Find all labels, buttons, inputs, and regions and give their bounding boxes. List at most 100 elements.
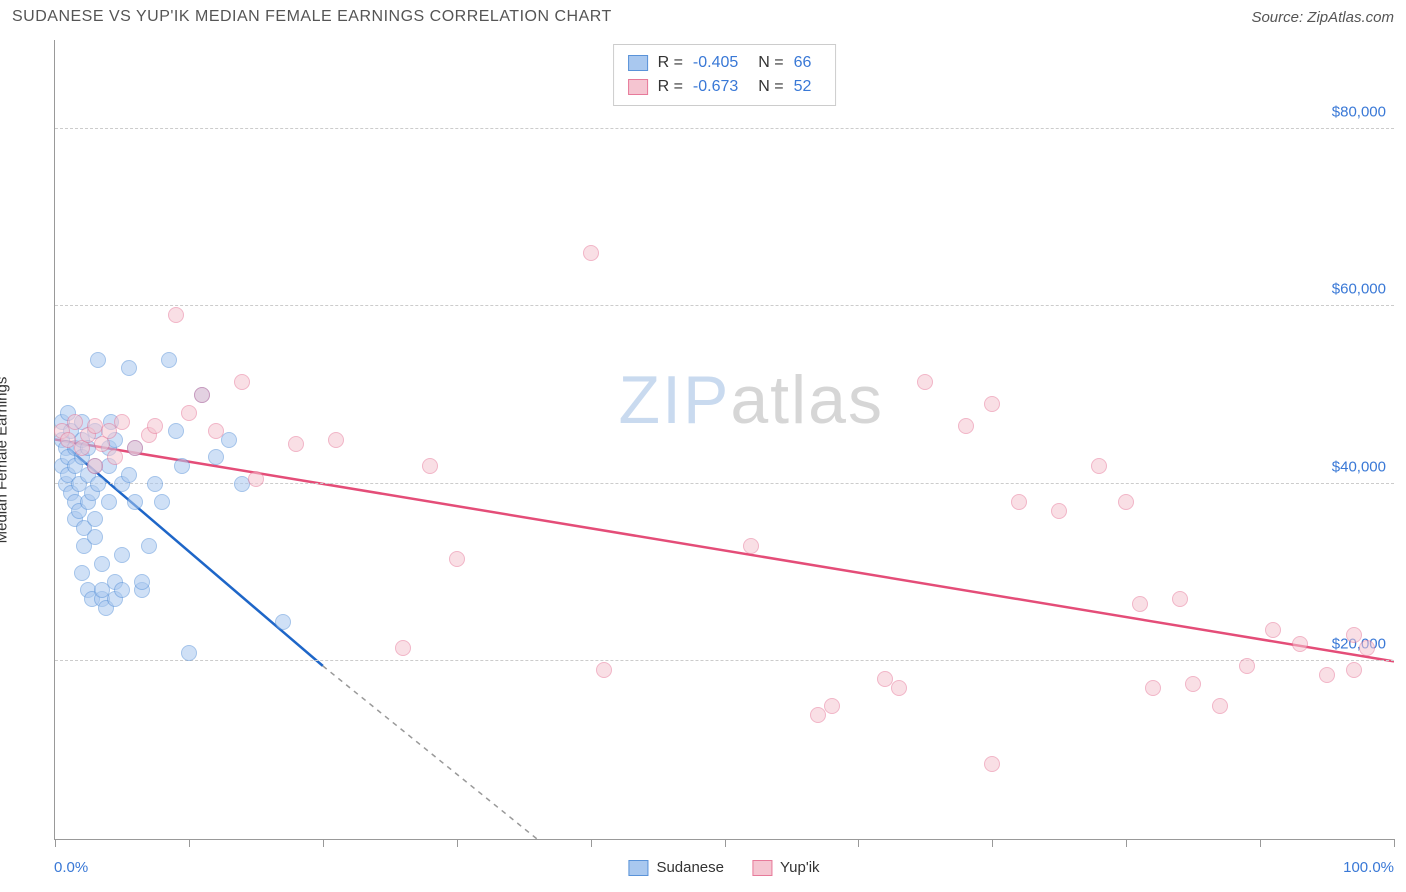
x-axis-max-label: 100.0% bbox=[1343, 859, 1394, 876]
data-point bbox=[984, 396, 1000, 412]
plot-region: ZIPatlas R =-0.405N =66R =-0.673N =52 $2… bbox=[54, 40, 1394, 840]
data-point bbox=[94, 556, 110, 572]
data-point bbox=[168, 423, 184, 439]
data-point bbox=[596, 662, 612, 678]
data-point bbox=[275, 614, 291, 630]
data-point bbox=[449, 551, 465, 567]
data-point bbox=[87, 458, 103, 474]
data-point bbox=[824, 698, 840, 714]
data-point bbox=[67, 414, 83, 430]
data-point bbox=[248, 471, 264, 487]
data-point bbox=[208, 423, 224, 439]
data-point bbox=[154, 494, 170, 510]
data-point bbox=[984, 756, 1000, 772]
correlation-legend-row: R = -0.405 N = 66 bbox=[628, 51, 822, 75]
data-point bbox=[1265, 622, 1281, 638]
data-point bbox=[891, 680, 907, 696]
y-tick-label: $40,000 bbox=[1332, 458, 1386, 475]
n-label: N = bbox=[758, 75, 783, 99]
legend-swatch bbox=[752, 860, 772, 876]
data-point bbox=[174, 458, 190, 474]
n-value: 66 bbox=[794, 51, 812, 75]
chart-source: Source: ZipAtlas.com bbox=[1251, 9, 1394, 26]
data-point bbox=[288, 436, 304, 452]
correlation-legend: R = -0.405 N = 66 R = -0.673 N = 52 bbox=[613, 44, 837, 106]
chart-title: SUDANESE VS YUP'IK MEDIAN FEMALE EARNING… bbox=[12, 8, 612, 26]
legend-swatch bbox=[628, 79, 648, 95]
data-point bbox=[1172, 591, 1188, 607]
r-value: -0.673 bbox=[693, 75, 738, 99]
r-label: R = bbox=[658, 51, 683, 75]
series-legend: Sudanese Yup'ik bbox=[628, 859, 819, 876]
legend-item: Sudanese bbox=[628, 859, 724, 876]
n-value: 52 bbox=[794, 75, 812, 99]
gridline bbox=[55, 660, 1394, 661]
y-tick-label: $60,000 bbox=[1332, 281, 1386, 298]
data-point bbox=[87, 529, 103, 545]
chart-header: SUDANESE VS YUP'IK MEDIAN FEMALE EARNING… bbox=[0, 0, 1406, 30]
data-point bbox=[147, 476, 163, 492]
x-axis-min-label: 0.0% bbox=[54, 859, 88, 876]
watermark-part2: atlas bbox=[730, 362, 884, 438]
data-point bbox=[1185, 676, 1201, 692]
data-point bbox=[107, 449, 123, 465]
data-point bbox=[74, 565, 90, 581]
x-axis-row: 0.0% 100.0% Sudanese Yup'ik bbox=[54, 840, 1394, 880]
data-point bbox=[127, 494, 143, 510]
data-point bbox=[1011, 494, 1027, 510]
r-value: -0.405 bbox=[693, 51, 738, 75]
data-point bbox=[1118, 494, 1134, 510]
data-point bbox=[1145, 680, 1161, 696]
x-tick bbox=[1394, 839, 1395, 847]
correlation-legend-row: R = -0.673 N = 52 bbox=[628, 75, 822, 99]
data-point bbox=[328, 432, 344, 448]
data-point bbox=[194, 387, 210, 403]
trend-lines bbox=[55, 40, 1394, 839]
data-point bbox=[1346, 662, 1362, 678]
data-point bbox=[121, 467, 137, 483]
trend-line-extrapolated bbox=[323, 666, 537, 839]
legend-item: Yup'ik bbox=[752, 859, 820, 876]
data-point bbox=[1132, 596, 1148, 612]
legend-swatch bbox=[628, 55, 648, 71]
data-point bbox=[181, 405, 197, 421]
data-point bbox=[1239, 658, 1255, 674]
n-label: N = bbox=[758, 51, 783, 75]
y-tick-label: $80,000 bbox=[1332, 103, 1386, 120]
data-point bbox=[147, 418, 163, 434]
legend-label: Sudanese bbox=[656, 859, 724, 876]
data-point bbox=[134, 574, 150, 590]
data-point bbox=[114, 414, 130, 430]
data-point bbox=[1051, 503, 1067, 519]
data-point bbox=[234, 374, 250, 390]
data-point bbox=[1319, 667, 1335, 683]
data-point bbox=[141, 538, 157, 554]
legend-swatch bbox=[628, 860, 648, 876]
r-label: R = bbox=[658, 75, 683, 99]
data-point bbox=[127, 440, 143, 456]
data-point bbox=[1359, 640, 1375, 656]
data-point bbox=[168, 307, 184, 323]
data-point bbox=[1346, 627, 1362, 643]
data-point bbox=[221, 432, 237, 448]
gridline bbox=[55, 305, 1394, 306]
data-point bbox=[101, 494, 117, 510]
chart-area: Median Female Earnings ZIPatlas R =-0.40… bbox=[12, 40, 1394, 880]
data-point bbox=[422, 458, 438, 474]
data-point bbox=[1091, 458, 1107, 474]
data-point bbox=[583, 245, 599, 261]
data-point bbox=[208, 449, 224, 465]
data-point bbox=[90, 352, 106, 368]
data-point bbox=[90, 476, 106, 492]
data-point bbox=[917, 374, 933, 390]
data-point bbox=[87, 511, 103, 527]
data-point bbox=[1292, 636, 1308, 652]
y-axis-label: Median Female Earnings bbox=[0, 377, 11, 544]
data-point bbox=[161, 352, 177, 368]
watermark: ZIPatlas bbox=[619, 361, 884, 439]
data-point bbox=[743, 538, 759, 554]
data-point bbox=[114, 582, 130, 598]
data-point bbox=[1212, 698, 1228, 714]
data-point bbox=[958, 418, 974, 434]
legend-label: Yup'ik bbox=[780, 859, 820, 876]
